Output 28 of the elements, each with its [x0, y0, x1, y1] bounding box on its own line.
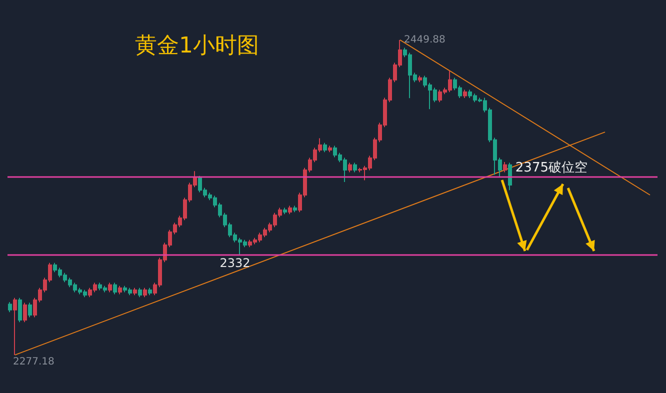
candlestick — [138, 287, 142, 298]
candlestick — [323, 142, 327, 153]
candlestick — [113, 282, 117, 295]
annotation: 2332 — [220, 256, 250, 270]
candlestick — [18, 297, 22, 323]
candlestick — [118, 285, 122, 295]
chart-title: 黄金1小时图 — [135, 34, 259, 58]
candlestick — [133, 287, 137, 296]
candlestick — [508, 162, 512, 191]
annotation: 2449.88 — [404, 34, 446, 46]
candlestick — [288, 205, 292, 215]
candlestick — [503, 161, 507, 173]
candlestick — [463, 89, 467, 98]
candlestick — [348, 162, 352, 173]
candlestick — [8, 302, 12, 313]
candlestick — [23, 302, 27, 323]
candlestick — [108, 282, 112, 293]
candlestick — [13, 297, 17, 356]
candlestick — [148, 287, 152, 296]
text: 2277.18 — [13, 356, 54, 368]
candlestick — [143, 287, 147, 298]
candlestick — [328, 145, 332, 153]
candlestick — [418, 75, 422, 83]
candlestick — [353, 162, 357, 173]
ref-line-label: 2375破位空 — [515, 160, 588, 176]
candlestick — [283, 207, 287, 215]
candlestick — [28, 302, 32, 318]
candlestick — [293, 205, 297, 213]
